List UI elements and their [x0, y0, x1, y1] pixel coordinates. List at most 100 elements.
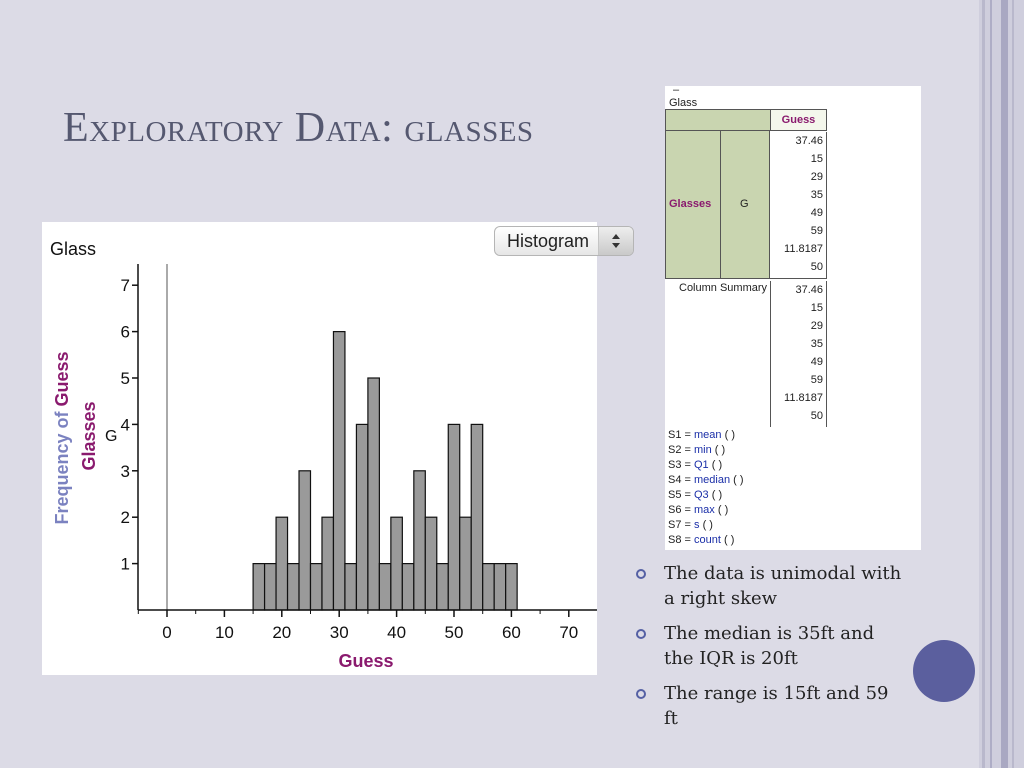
table-handle-icon: –	[673, 84, 680, 96]
column-header-guess[interactable]: Guess	[770, 109, 827, 131]
group-value-s: 11.8187	[784, 243, 823, 255]
summary-table: – Glass Guess Glasses G 37.46 15 29 35 4…	[665, 84, 921, 550]
formula-args: ( )	[711, 489, 723, 501]
y-tick-label: 3	[121, 462, 130, 481]
y-axis-label-prefix: Frequency of	[52, 407, 72, 525]
formula-label: S6 =	[668, 504, 691, 516]
split-category: G	[105, 428, 117, 445]
formula-list: S1 = mean ( ) S2 = min ( ) S3 = Q1 ( ) S…	[668, 428, 744, 548]
histogram-bar	[505, 563, 518, 611]
histogram-bar	[470, 423, 484, 611]
x-tick-label: 20	[272, 623, 291, 642]
formula-fn: count	[694, 534, 721, 546]
formula-label: S1 =	[668, 429, 691, 441]
y-tick-label: 2	[121, 508, 130, 527]
bullet-text: The median is 35ft and the IQR is 20ft	[664, 623, 875, 669]
bullet-item: The median is 35ft and the IQR is 20ft	[636, 621, 906, 671]
plot-type-dropdown[interactable]: Histogram	[494, 226, 634, 256]
group-value-max: 59	[810, 225, 823, 237]
bullet-ring-icon	[636, 689, 646, 699]
x-tick-label: 10	[215, 623, 234, 642]
formula-row[interactable]: S2 = min ( )	[668, 443, 744, 458]
y-tick-label: 6	[121, 323, 130, 342]
column-summary-label: Column Summary	[679, 282, 768, 294]
histogram-bar	[413, 470, 426, 611]
histogram-bar	[275, 516, 289, 611]
group-value-count: 50	[810, 261, 823, 273]
edge-stripe	[1012, 0, 1014, 768]
summary-value-median: 35	[810, 338, 823, 350]
y-tick-label: 7	[121, 276, 130, 295]
x-axis-label: Guess	[338, 651, 393, 671]
formula-row[interactable]: S3 = Q1 ( )	[668, 458, 744, 473]
summary-value-min: 15	[810, 302, 823, 314]
formula-args: ( )	[711, 459, 723, 471]
y-tick-label: 1	[121, 555, 130, 574]
histogram-bar	[401, 563, 415, 611]
histogram-bar	[332, 330, 346, 611]
formula-label: S4 =	[668, 474, 691, 486]
formula-fn: mean	[694, 429, 722, 441]
formula-fn: max	[694, 504, 715, 516]
formula-row[interactable]: S5 = Q3 ( )	[668, 488, 744, 503]
bullet-item: The data is unimodal with a right skew	[636, 561, 906, 611]
formula-row[interactable]: S4 = median ( )	[668, 473, 744, 488]
edge-stripe	[982, 0, 985, 768]
histogram-bar	[390, 516, 403, 611]
histogram-bar	[482, 563, 495, 611]
histogram-bar	[378, 563, 392, 611]
formula-label: S3 =	[668, 459, 691, 471]
bars-group	[252, 330, 518, 611]
formula-fn: median	[694, 474, 731, 486]
histogram-chart: Glass 1 2 3 4 5 6 7 0 10 20 30 40 50 60 70 Guess Freq…	[50, 239, 597, 671]
plot-type-label: Histogram	[507, 231, 590, 251]
histogram-bar	[298, 470, 312, 611]
formula-fn: s	[694, 519, 700, 531]
histogram-panel: Glass 1 2 3 4 5 6 7 0 10 20 30 40 50 60 70 Guess Freq…	[42, 222, 634, 675]
bullet-ring-icon	[636, 569, 646, 579]
formula-args: ( )	[702, 519, 713, 531]
y-axis-label-var: Guess	[52, 351, 72, 406]
group-value-q3: 49	[810, 207, 823, 219]
formula-args: ( )	[723, 534, 735, 546]
x-tick-label: 40	[387, 623, 406, 642]
summary-value-max: 59	[810, 374, 823, 386]
histogram-bar	[309, 563, 323, 611]
group-value-cell	[721, 131, 770, 279]
y-tick-label: 4	[121, 415, 130, 434]
edge-stripe	[1001, 0, 1008, 768]
histogram-bar	[263, 563, 277, 611]
formula-row[interactable]: S7 = s ( )	[668, 518, 744, 533]
bullet-list: The data is unimodal with a right skew T…	[636, 561, 906, 741]
group-name-cell	[665, 131, 721, 279]
summary-value-q3: 49	[810, 356, 823, 368]
formula-row[interactable]: S6 = max ( )	[668, 503, 744, 518]
edge-stripe	[990, 0, 992, 768]
summary-value-mean: 37.46	[795, 284, 823, 296]
formula-row[interactable]: S1 = mean ( )	[668, 428, 744, 443]
x-tick-label: 0	[162, 623, 171, 642]
bullet-text: The range is 15ft and 59 ft	[664, 683, 889, 729]
slide-title: Exploratory Data: glasses	[63, 105, 534, 151]
group-name: Glasses	[669, 198, 712, 210]
formula-fn: min	[694, 444, 712, 456]
formula-label: S7 =	[668, 519, 691, 531]
formula-row[interactable]: S8 = count ( )	[668, 533, 744, 548]
histogram-bar	[436, 563, 449, 611]
formula-args: ( )	[717, 504, 729, 516]
chart-title: Glass	[50, 239, 96, 259]
summary-value-count: 50	[810, 410, 823, 422]
x-tick-label: 50	[445, 623, 464, 642]
dropdown-arrows-icon	[598, 227, 633, 255]
x-tick-label: 60	[502, 623, 521, 642]
formula-args: ( )	[724, 429, 735, 441]
bullet-text: The data is unimodal with a right skew	[664, 563, 902, 609]
bullet-ring-icon	[636, 629, 646, 639]
formula-fn: Q1	[694, 459, 709, 471]
histogram-bar	[252, 563, 266, 611]
formula-label: S5 =	[668, 489, 691, 501]
formula-fn: Q3	[694, 489, 709, 501]
histogram-bar	[459, 516, 472, 611]
summary-value-q1: 29	[810, 320, 823, 332]
group-value-min: 15	[810, 153, 823, 165]
